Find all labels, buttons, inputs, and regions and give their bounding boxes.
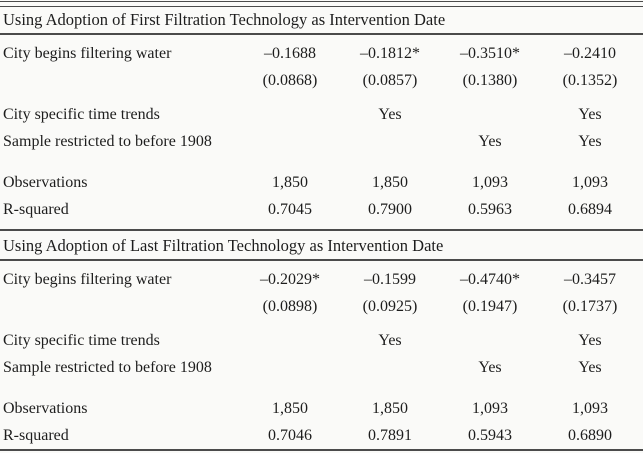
cell-value: –0.1812* [360,45,420,62]
cell-value: 0.6894 [568,201,612,218]
table-row-std-errors: (0.0868) (0.0857) (0.1380) (0.1352) [0,67,643,94]
table-row-observations: Observations 1,850 1,850 1,093 1,093 [0,395,643,422]
row-label: Observations [3,174,88,191]
cell-value: –0.2410 [564,45,616,62]
cell-value: (0.0925) [362,298,418,315]
cell-value: (0.0868) [262,72,318,89]
cell-value [340,354,440,381]
table-row-sample-restriction: Sample restricted to before 1908 Yes Yes [0,354,643,381]
cell-value: Yes [578,359,602,376]
cell-value: 0.6890 [568,427,612,444]
cell-value: 1,850 [372,174,408,191]
table-row-sample-restriction: Sample restricted to before 1908 Yes Yes [0,128,643,155]
cell-value: (0.1352) [562,72,618,89]
row-spacer [0,94,643,101]
cell-value: –0.3510* [460,45,520,62]
cell-value: 0.5963 [468,201,512,218]
cell-value: –0.1688 [264,45,316,62]
cell-value: Yes [478,359,502,376]
cell-value [340,128,440,155]
cell-value: 1,093 [572,400,608,417]
cell-value: 0.7046 [268,427,312,444]
panel-first-filtration: Using Adoption of First Filtration Techn… [0,7,643,229]
row-label: City begins filtering water [3,45,172,62]
cell-value: (0.0898) [262,298,318,315]
table-row-time-trends: City specific time trends Yes Yes [0,101,643,128]
cell-value [240,327,340,354]
table-row-coefficient: City begins filtering water –0.1688 –0.1… [0,35,643,67]
cell-value: –0.2029* [260,271,320,288]
panel-last-filtration: Using Adoption of Last Filtration Techno… [0,231,643,449]
cell-value: Yes [578,106,602,123]
cell-value: Yes [378,332,402,349]
cell-value [240,354,340,381]
cell-value: 0.7900 [368,201,412,218]
table-row-std-errors: (0.0898) (0.0925) (0.1947) (0.1737) [0,293,643,320]
cell-value: 1,850 [272,400,308,417]
row-label: R-squared [3,427,69,444]
table-row-observations: Observations 1,850 1,850 1,093 1,093 [0,169,643,196]
cell-value: 1,850 [372,400,408,417]
cell-value: (0.0857) [362,72,418,89]
panel-divider-rule [0,229,643,231]
row-label: Sample restricted to before 1908 [3,133,212,150]
cell-value: 0.5943 [468,427,512,444]
row-label: R-squared [3,201,69,218]
table-row-time-trends: City specific time trends Yes Yes [0,327,643,354]
row-label: Sample restricted to before 1908 [3,359,212,376]
row-spacer [0,155,643,169]
row-label: City begins filtering water [3,271,172,288]
cell-value: 1,093 [472,400,508,417]
cell-value: –0.3457 [564,271,616,288]
cell-value: Yes [378,106,402,123]
row-spacer [0,320,643,327]
row-label: City specific time trends [3,332,160,349]
cell-value: Yes [578,133,602,150]
cell-value: (0.1737) [562,298,618,315]
row-label [0,67,240,94]
table-row-r-squared: R-squared 0.7046 0.7891 0.5943 0.6890 [0,422,643,449]
cell-value [240,128,340,155]
cell-value: 0.7045 [268,201,312,218]
cell-value: 0.7891 [368,427,412,444]
cell-value: 1,093 [472,174,508,191]
cell-value: (0.1947) [462,298,518,315]
panel-title: Using Adoption of Last Filtration Techno… [0,231,643,261]
row-label [0,293,240,320]
cell-value: Yes [478,133,502,150]
row-spacer [0,381,643,395]
cell-value: (0.1380) [462,72,518,89]
cell-value: 1,850 [272,174,308,191]
cell-value [440,101,540,128]
table-row-coefficient: City begins filtering water –0.2029* –0.… [0,261,643,293]
cell-value: Yes [578,332,602,349]
cell-value: 1,093 [572,174,608,191]
row-label: City specific time trends [3,106,160,123]
cell-value: –0.4740* [460,271,520,288]
top-double-rule [0,1,643,7]
cell-value [240,101,340,128]
cell-value [440,327,540,354]
bottom-rule [0,449,643,451]
table-row-r-squared: R-squared 0.7045 0.7900 0.5963 0.6894 [0,196,643,229]
row-label: Observations [3,400,88,417]
panel-title: Using Adoption of First Filtration Techn… [0,7,643,35]
cell-value: –0.1599 [364,271,416,288]
